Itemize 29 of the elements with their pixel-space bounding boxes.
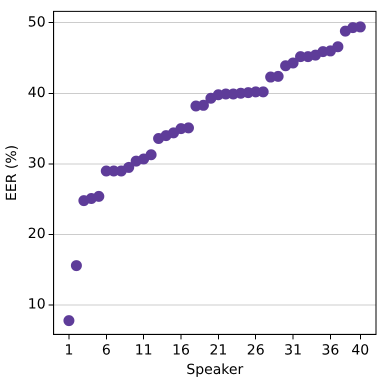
point (146, 149, 157, 160)
x-tick-label: 21 (209, 342, 228, 358)
y-axis-title: EER (%) (4, 144, 20, 201)
point (272, 70, 284, 82)
x-tick-label: 6 (102, 342, 111, 358)
point (324, 45, 336, 56)
y-tick-label: 10 (28, 296, 46, 313)
x-tick-label: 1 (64, 342, 74, 358)
point (258, 86, 269, 98)
y-tick-label: 30 (28, 156, 46, 172)
x-tick-label: 16 (172, 342, 190, 358)
x-tick-label: 40 (351, 342, 370, 358)
point (198, 100, 209, 111)
x-tick-label: 31 (284, 342, 302, 358)
point (93, 190, 104, 202)
point (288, 57, 299, 68)
y-tick-label: 20 (28, 226, 46, 242)
point (63, 315, 74, 326)
point (70, 260, 82, 272)
x-axis-title: Speaker (186, 362, 244, 378)
point (182, 122, 194, 134)
point (354, 21, 366, 32)
x-tick-label: 11 (134, 342, 153, 358)
point (123, 162, 134, 173)
x-tick-label: 36 (322, 342, 340, 358)
y-tick-label: 40 (28, 84, 46, 101)
point (332, 41, 344, 52)
x-tick-label: 26 (246, 342, 265, 358)
y-tick-label: 50 (28, 14, 46, 30)
